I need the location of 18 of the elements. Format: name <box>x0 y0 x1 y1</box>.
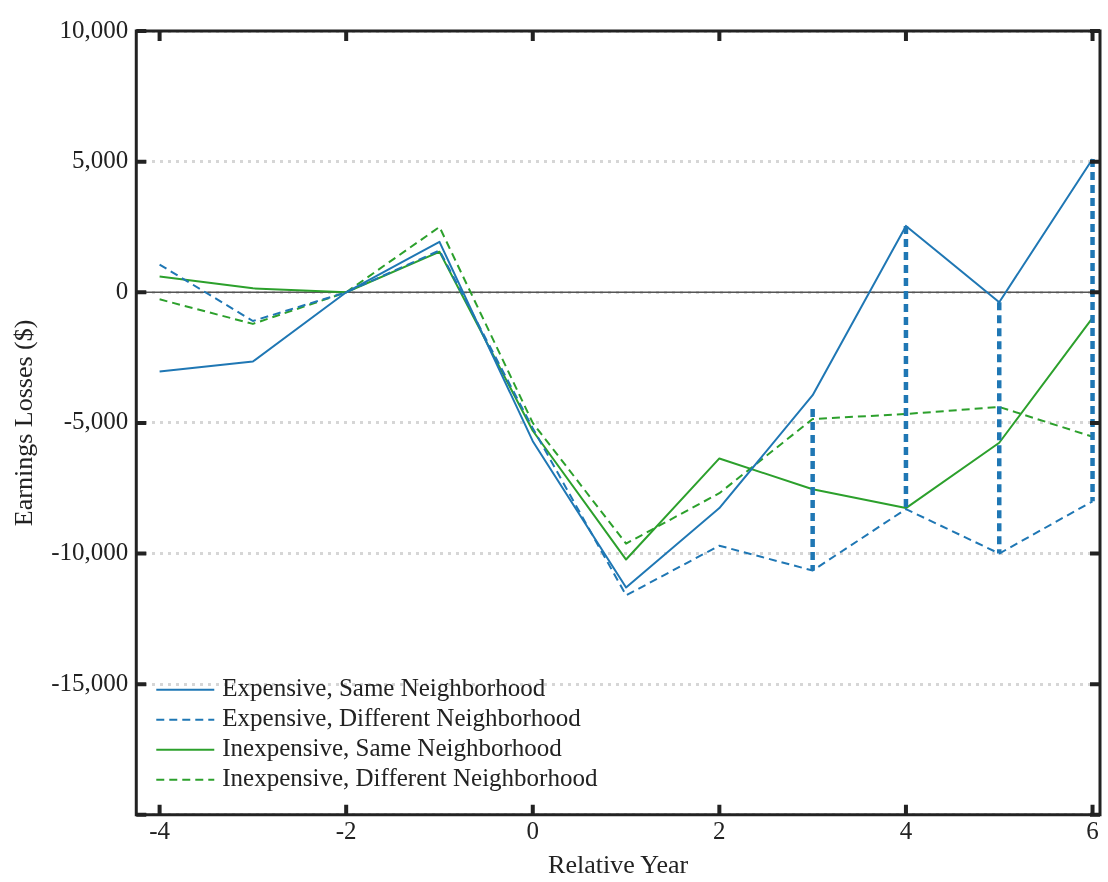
y-tick-label: 10,000 <box>59 15 129 43</box>
y-tick-label: -10,000 <box>51 538 129 566</box>
y-axis-title: Earnings Losses ($) <box>9 319 39 527</box>
x-tick-label: 6 <box>1086 817 1099 845</box>
x-tick-label: 2 <box>713 817 726 845</box>
legend-label: Inexpensive, Same Neighborhood <box>222 734 563 762</box>
y-tick-label: -5,000 <box>63 407 129 435</box>
legend-label: Inexpensive, Different Neighborhood <box>222 764 598 792</box>
x-axis-title: Relative Year <box>548 850 689 880</box>
x-tick-label: 4 <box>899 817 913 845</box>
legend-label: Expensive, Different Neighborhood <box>222 704 582 732</box>
y-tick-label: 5,000 <box>72 146 129 174</box>
x-tick-label: 0 <box>526 817 540 845</box>
x-tick-label: -4 <box>149 817 171 845</box>
y-tick-label: -15,000 <box>51 668 129 696</box>
x-tick-label: -2 <box>335 817 357 845</box>
y-tick-label: 0 <box>115 276 129 304</box>
legend-label: Expensive, Same Neighborhood <box>222 674 546 702</box>
